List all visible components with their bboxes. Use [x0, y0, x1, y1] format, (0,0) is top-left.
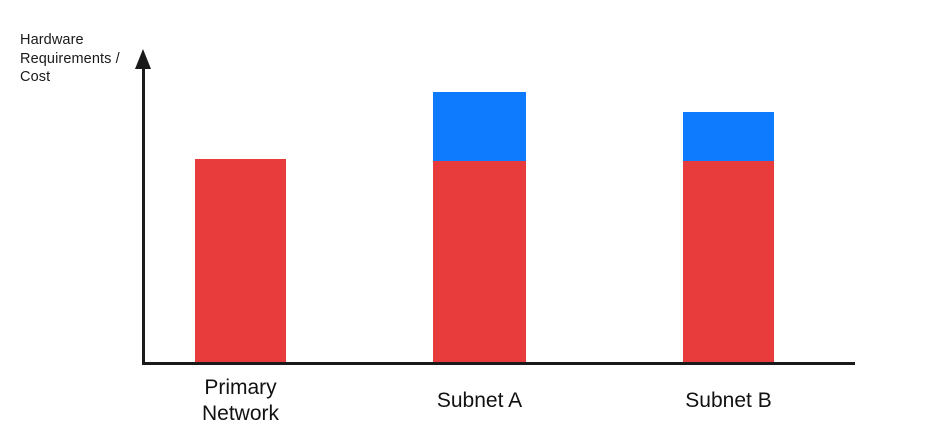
bar-segment-base-hardware-cost — [195, 159, 286, 362]
category-label-primary-network: Primary Network — [201, 376, 280, 425]
bar-segment-additional-subnet-overhead — [433, 92, 526, 161]
bar-segment-base-hardware-cost — [683, 161, 774, 362]
bar-primary-network — [195, 159, 286, 362]
bar-segment-additional-subnet-overhead — [683, 112, 774, 161]
y-axis-line — [142, 62, 145, 365]
category-label-subnet-a: Subnet A — [436, 389, 523, 412]
category-label-subnet-b: Subnet B — [685, 389, 772, 412]
bar-subnet-a — [433, 92, 526, 362]
y-axis-arrowhead-icon — [135, 49, 151, 69]
x-axis-line — [142, 362, 855, 365]
y-axis-label: Hardware Requirements / Cost — [20, 32, 120, 85]
bar-subnet-b — [683, 112, 774, 362]
bar-segment-base-hardware-cost — [433, 161, 526, 362]
